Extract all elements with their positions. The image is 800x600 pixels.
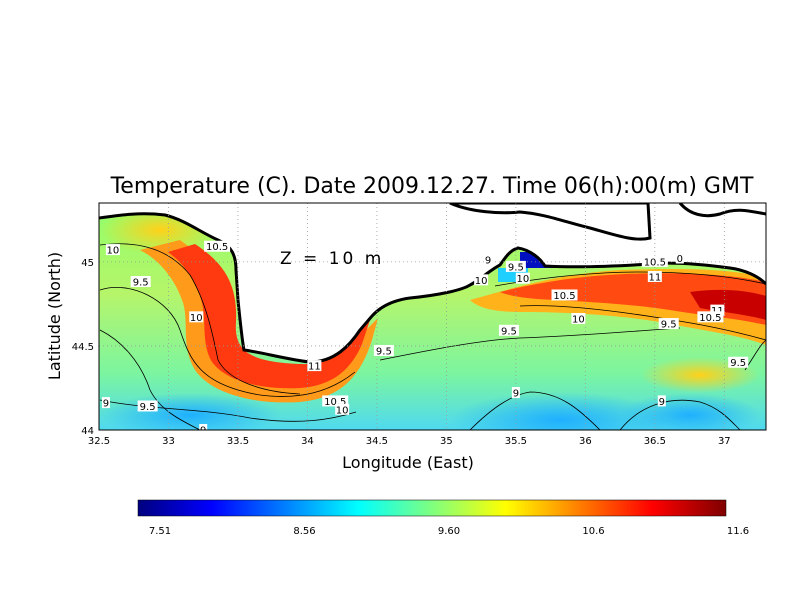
isotherm-line	[99, 287, 356, 397]
contour-label-bg	[105, 244, 120, 256]
y-tick-label: 44.5	[72, 342, 94, 353]
colorbar	[137, 499, 727, 517]
contour-label-bg	[137, 400, 158, 412]
contour-label-bg	[373, 344, 394, 356]
isotherm-lines	[99, 243, 766, 430]
contour-label-bg	[658, 318, 679, 330]
contour-label: 10.5	[699, 313, 721, 324]
contour-label-bg	[204, 240, 231, 252]
contour-label-bg	[130, 276, 151, 288]
warm-core	[690, 289, 766, 320]
contour-label-bg	[697, 311, 724, 323]
contour-label: 9.5	[730, 358, 746, 369]
plot-frame	[98, 202, 767, 431]
land	[99, 203, 766, 362]
coastline	[678, 203, 766, 218]
contour-label-bg	[199, 424, 208, 430]
contour-label-bg	[657, 395, 666, 407]
map-title: Temperature (C). Date 2009.12.27. Time 0…	[110, 174, 754, 199]
contour-label-bg	[675, 252, 684, 264]
contour-label: 9	[513, 389, 519, 400]
x-tick-label: 36	[579, 436, 592, 447]
x-tick-label: 36.5	[644, 436, 666, 447]
isotherm-line	[519, 305, 766, 341]
contour-label: 9	[200, 426, 206, 437]
contour-label-bg	[710, 304, 725, 316]
contour-label: 9.5	[661, 320, 677, 331]
contour-label: 11	[308, 362, 321, 373]
contour-label: 11	[648, 272, 661, 283]
y-tick-label: 44	[81, 426, 94, 437]
contour-label-bg	[551, 289, 578, 301]
contour-label: 9	[103, 399, 109, 410]
contour-label-bg	[335, 403, 350, 415]
colorbar-tick-label: 8.56	[293, 526, 315, 537]
isotherm-line	[469, 391, 601, 430]
y-tick-labels: 44 44.5 45	[72, 258, 94, 437]
contour-label-bg	[498, 324, 519, 336]
colorbar-tick-label: 11.6	[727, 526, 749, 537]
y-axis-label: Latitude (North)	[45, 252, 64, 380]
colorbar-tick-labels: 7.51 8.56 9.60 10.6 11.6	[149, 526, 749, 537]
isotherm-line	[99, 329, 201, 430]
x-tick-label: 34	[301, 436, 314, 447]
contour-label-bg	[101, 397, 110, 409]
contour-label: 10.5	[644, 257, 666, 268]
contour-label: 9	[485, 256, 491, 267]
cold-patch	[620, 393, 760, 430]
isotherm-line	[494, 271, 766, 287]
contour-label: 10	[107, 246, 120, 257]
x-tick-label: 32.5	[88, 436, 110, 447]
contour-label-bg	[571, 313, 586, 325]
x-tick-label: 34.5	[366, 436, 388, 447]
contour-label-bg	[647, 270, 662, 282]
colorbar-tick-label: 9.60	[438, 526, 460, 537]
x-tick-label: 33	[162, 436, 175, 447]
contour-label: 10.5	[324, 397, 346, 408]
isotherm-line	[379, 327, 681, 361]
contour-label: 9.5	[133, 278, 149, 289]
contour-label: 0	[677, 254, 683, 265]
contour-label: 10	[516, 274, 529, 285]
contour-label-bg	[322, 395, 349, 407]
contour-label-bg	[641, 255, 668, 267]
x-axis-label: Longitude (East)	[342, 453, 474, 472]
contour-label-bg	[307, 360, 322, 372]
contour-label-bg	[505, 260, 526, 272]
contour-label-bg	[515, 272, 530, 284]
contour-label: 10	[336, 405, 349, 416]
contour-label: 10	[475, 276, 488, 287]
contour-label: 9.5	[501, 326, 517, 337]
contour-label-bg	[728, 356, 749, 368]
contour-label-bg	[484, 254, 493, 266]
x-tick-label: 37	[718, 436, 731, 447]
colorbar-tick-label: 7.51	[149, 526, 171, 537]
y-tick-label: 45	[81, 258, 94, 269]
contour-label: 9.5	[508, 262, 524, 273]
azov-coast	[449, 203, 652, 241]
contour-label: 10	[190, 313, 203, 324]
isotherm-line	[99, 243, 301, 395]
contour-label: 9.5	[376, 346, 392, 357]
colorbar-tick-label: 10.6	[582, 526, 604, 537]
isotherm-line	[619, 399, 741, 430]
x-tick-labels: 32.5 33 33.5 34 34.5 35 35.5 36 36.5 37	[88, 436, 731, 447]
contour-label: 10	[572, 315, 585, 326]
warm-band-red	[168, 244, 370, 389]
contour-label: 10.5	[206, 242, 228, 253]
depth-label: Z = 10 m	[280, 249, 384, 269]
contour-label-bg	[189, 311, 204, 323]
contour-label: 10.5	[553, 291, 575, 302]
contour-label-bg	[474, 274, 489, 286]
contour-label-bg	[511, 387, 520, 399]
x-tick-label: 35.5	[505, 436, 527, 447]
contour-label: 9	[659, 397, 665, 408]
x-tick-label: 33.5	[227, 436, 249, 447]
x-tick-label: 35	[440, 436, 453, 447]
contour-label: 9.5	[140, 402, 156, 413]
